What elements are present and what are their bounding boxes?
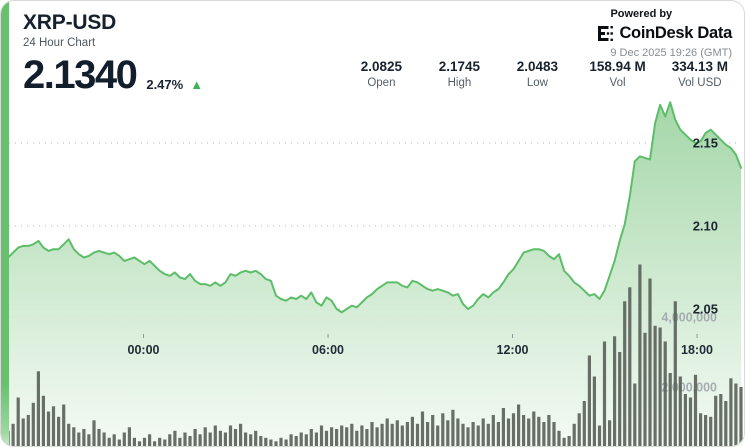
svg-text:12:00: 12:00 (497, 343, 529, 357)
svg-text:2.05: 2.05 (693, 302, 718, 317)
svg-text:2.10: 2.10 (693, 219, 718, 234)
svg-text:06:00: 06:00 (312, 343, 344, 357)
svg-text:00:00: 00:00 (128, 343, 160, 357)
svg-text:2.15: 2.15 (693, 136, 718, 151)
brand-row[interactable]: CoinDesk Data (598, 24, 732, 43)
left-accent-bar (1, 1, 9, 446)
brand-name: CoinDesk Data (619, 24, 732, 42)
coindesk-logo-icon (598, 25, 615, 42)
svg-text:18:00: 18:00 (681, 343, 713, 357)
